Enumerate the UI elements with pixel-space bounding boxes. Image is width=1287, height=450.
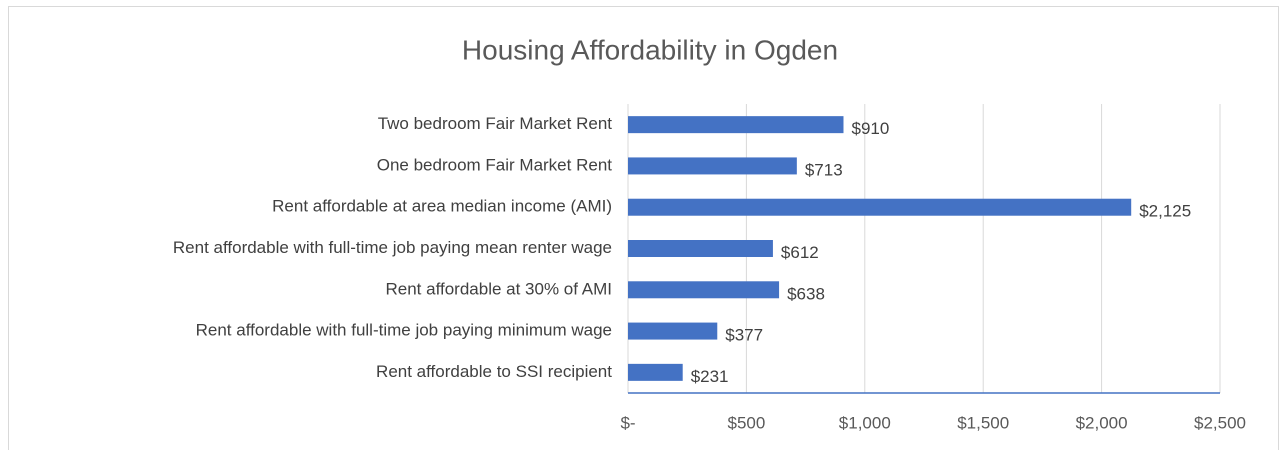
bar	[628, 116, 844, 134]
x-tick-label: $2,500	[1194, 413, 1246, 432]
bar	[628, 322, 718, 340]
data-label: $377	[725, 326, 763, 345]
x-tick-label: $500	[727, 413, 765, 432]
data-label: $2,125	[1139, 202, 1191, 221]
bar	[628, 157, 797, 175]
y-tick-label: Rent affordable to SSI recipient	[376, 362, 612, 381]
x-tick-label: $2,000	[1076, 413, 1128, 432]
y-tick-label: Two bedroom Fair Market Rent	[378, 114, 613, 133]
data-label: $713	[805, 160, 843, 179]
y-tick-label: Rent affordable at 30% of AMI	[386, 279, 613, 298]
x-tick-label: $1,000	[839, 413, 891, 432]
bar	[628, 198, 1132, 216]
y-tick-label: Rent affordable with full-time job payin…	[196, 321, 612, 340]
data-label: $638	[787, 284, 825, 303]
bar	[628, 363, 683, 381]
chart-title: Housing Affordability in Ogden	[462, 34, 838, 65]
data-label: $231	[691, 367, 729, 386]
y-tick-label: Rent affordable with full-time job payin…	[173, 238, 612, 257]
x-tick-label: $-	[620, 413, 635, 432]
bar	[628, 240, 773, 257]
y-tick-label: One bedroom Fair Market Rent	[377, 155, 613, 174]
data-label: $612	[781, 243, 819, 262]
chart-frame	[8, 6, 1279, 450]
data-label: $910	[851, 119, 889, 138]
y-tick-label: Rent affordable at area median income (A…	[272, 197, 612, 216]
bar	[628, 281, 780, 299]
x-tick-label: $1,500	[957, 413, 1009, 432]
